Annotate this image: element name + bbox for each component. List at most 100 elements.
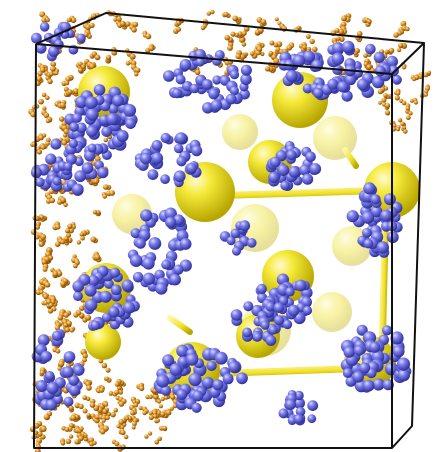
chain-bead <box>83 433 88 438</box>
small-bead <box>173 143 184 154</box>
small-bead <box>361 211 375 224</box>
chain-bead <box>60 440 66 446</box>
small-bead <box>106 112 119 126</box>
chain-bead <box>118 401 125 407</box>
chain-bead <box>118 419 124 425</box>
chain-bead <box>93 178 99 184</box>
chain-bead <box>82 395 88 401</box>
chain-bead <box>52 271 59 277</box>
chain-bead <box>65 76 71 82</box>
chain-bead <box>385 103 391 109</box>
chain-bead <box>176 26 181 32</box>
small-bead <box>140 209 153 222</box>
small-bead <box>81 162 94 174</box>
chain-bead <box>89 63 96 70</box>
chain-bead <box>239 36 245 43</box>
chain-bead <box>104 402 109 407</box>
small-bead <box>386 55 398 68</box>
small-bead <box>163 70 175 82</box>
chain-bead <box>127 415 133 421</box>
small-bead <box>165 216 177 228</box>
chain-bead <box>241 30 247 36</box>
chain-bead <box>90 236 97 243</box>
chain-bead <box>423 72 429 78</box>
chain-bead <box>37 70 43 77</box>
small-bead <box>356 78 369 91</box>
small-bead-clusters <box>30 21 412 426</box>
small-bead <box>362 379 375 392</box>
small-bead <box>376 241 389 254</box>
small-bead <box>273 315 285 326</box>
chain-bead <box>41 259 47 265</box>
small-bead <box>75 95 88 109</box>
chain-bead <box>74 439 80 445</box>
small-bead <box>135 238 146 249</box>
chain-bead <box>106 54 112 61</box>
small-bead <box>84 298 98 312</box>
small-bead <box>232 246 241 256</box>
chain-bead <box>134 72 139 77</box>
chain-bead <box>264 66 271 72</box>
chain-bead <box>54 70 59 75</box>
small-bead <box>169 363 183 376</box>
chain-bead <box>135 67 141 73</box>
chain-bead <box>36 75 43 82</box>
chain-bead <box>170 394 176 400</box>
chain-bead <box>41 426 47 432</box>
chain-bead <box>118 389 123 395</box>
small-bead <box>212 379 224 391</box>
chain-bead <box>312 46 318 53</box>
chain-bead <box>114 441 120 447</box>
chain-bead <box>60 197 66 204</box>
chain-bead <box>68 434 74 439</box>
chain-bead <box>223 11 229 17</box>
chain-bead <box>36 149 43 155</box>
small-bead <box>172 88 182 99</box>
small-bead <box>280 180 290 191</box>
chain-bead <box>113 17 118 22</box>
small-bead <box>311 59 323 72</box>
chain-bead <box>160 411 166 417</box>
small-bead <box>74 170 87 183</box>
chain-bead <box>42 106 47 111</box>
small-bead <box>302 305 313 316</box>
small-bead <box>286 149 297 161</box>
small-bead <box>142 272 156 285</box>
chain-bead <box>158 404 163 409</box>
chain-bead <box>76 240 82 245</box>
small-bead <box>268 171 280 184</box>
chain-bead <box>275 46 281 52</box>
small-bead <box>214 351 228 365</box>
small-bead <box>260 320 270 330</box>
chain-bead <box>309 38 315 45</box>
small-bead <box>39 22 50 32</box>
small-bead <box>160 385 172 396</box>
chain-bead <box>132 421 137 427</box>
chain-bead <box>388 47 395 54</box>
chain-bead <box>392 123 397 128</box>
chain-bead <box>105 367 111 373</box>
chain-bead <box>49 197 55 204</box>
chain-bead <box>383 93 388 98</box>
chain-bead <box>102 408 108 415</box>
chain-bead <box>48 302 54 308</box>
small-bead <box>108 306 120 318</box>
faint-sphere <box>222 114 258 150</box>
chain-bead <box>397 118 403 123</box>
small-bead <box>307 400 319 411</box>
chain-bead <box>68 405 74 411</box>
small-bead <box>236 372 248 385</box>
small-bead <box>277 164 290 177</box>
chain-bead <box>116 424 121 429</box>
chain-bead <box>113 407 118 413</box>
chain-bead <box>396 127 400 132</box>
small-bead <box>390 331 404 345</box>
small-bead <box>148 237 162 250</box>
small-bead <box>353 345 365 356</box>
small-bead <box>173 170 186 183</box>
chain-bead <box>129 53 136 60</box>
chain-bead <box>99 387 105 393</box>
chain-bead <box>302 45 307 50</box>
small-bead <box>63 396 74 407</box>
small-bead <box>265 335 277 346</box>
